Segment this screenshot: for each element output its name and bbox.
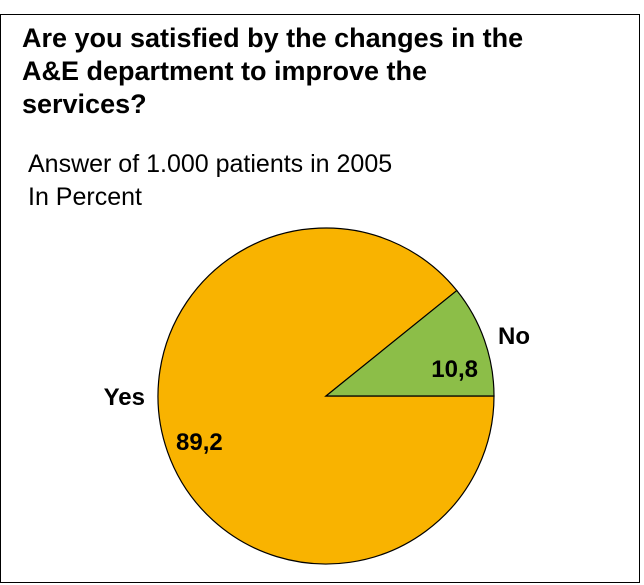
slice-category-label-no: No — [498, 323, 530, 350]
slice-value-label-yes: 89,2 — [176, 429, 223, 456]
slice-category-label-yes: Yes — [104, 384, 145, 411]
chart-subtitle: Answer of 1.000 patients in 2005 — [28, 150, 393, 178]
unit-label: In Percent — [28, 183, 142, 211]
slice-value-label-no: 10,8 — [431, 356, 478, 383]
chart-frame — [0, 14, 640, 583]
chart-title: Are you satisfied by the changes in the … — [22, 23, 524, 119]
pie-slice-no — [324, 289, 495, 397]
pie-slices — [157, 227, 495, 565]
